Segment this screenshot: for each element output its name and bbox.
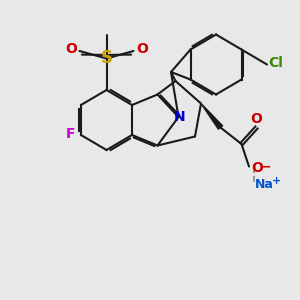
Text: +: + bbox=[272, 176, 281, 187]
Text: Na: Na bbox=[255, 178, 273, 191]
Text: −: − bbox=[260, 160, 271, 174]
Text: Cl: Cl bbox=[268, 56, 284, 70]
Text: N: N bbox=[174, 110, 186, 124]
Text: O: O bbox=[251, 161, 263, 175]
Text: F: F bbox=[66, 127, 75, 140]
Text: O: O bbox=[250, 112, 262, 126]
Polygon shape bbox=[201, 103, 223, 129]
Text: S: S bbox=[100, 50, 112, 68]
Text: O: O bbox=[65, 43, 77, 56]
Text: O: O bbox=[136, 43, 148, 56]
